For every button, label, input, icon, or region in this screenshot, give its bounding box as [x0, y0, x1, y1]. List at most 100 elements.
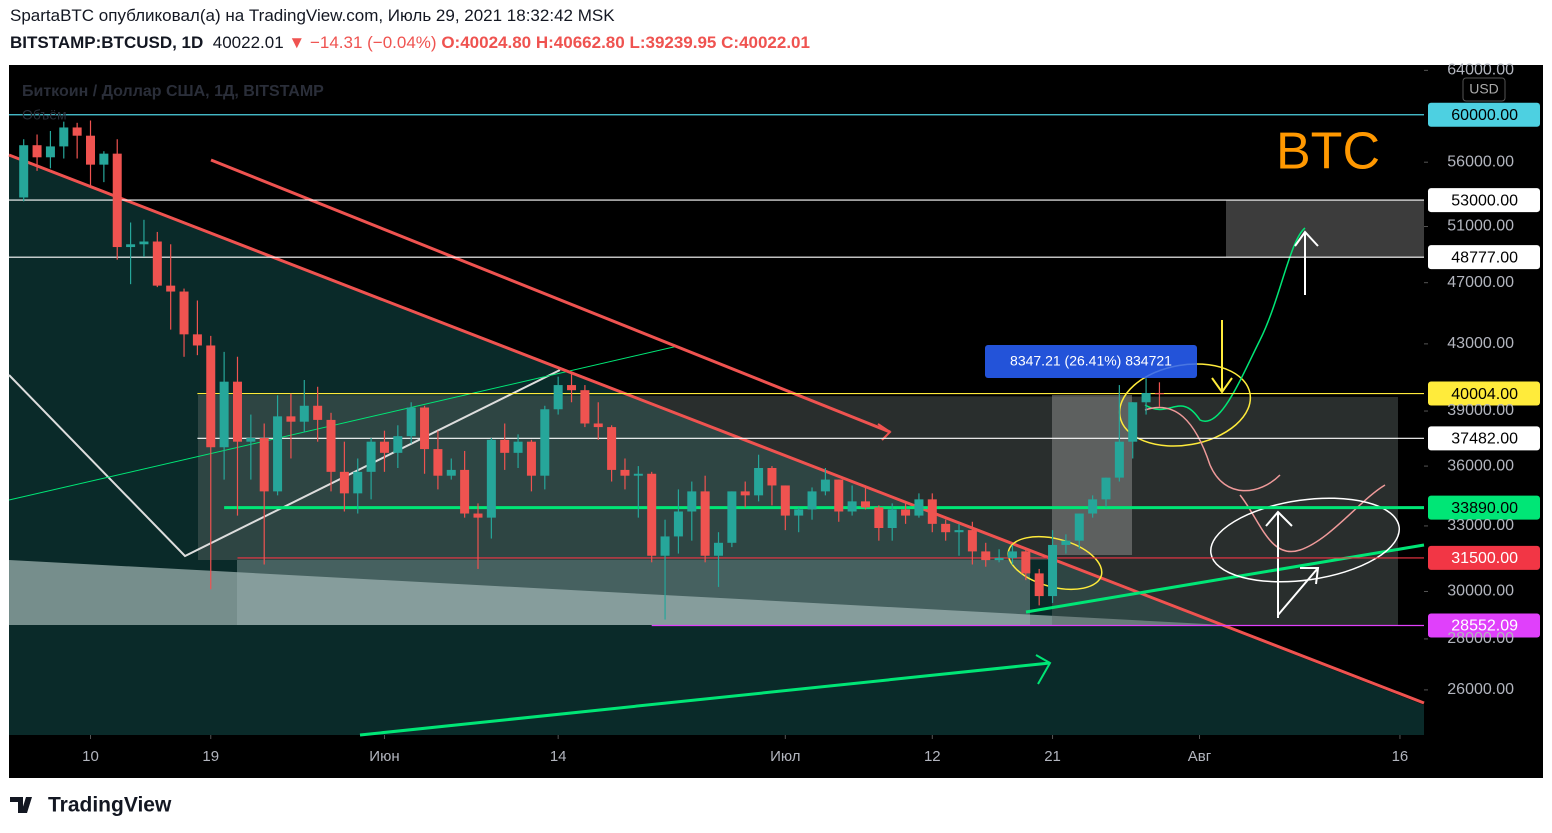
- trend-line: [8, 153, 1425, 705]
- candle-body: [152, 241, 162, 286]
- level-tag: [1428, 245, 1540, 270]
- candle-body: [86, 135, 96, 165]
- candle-body: [1154, 393, 1164, 395]
- y-tick-label: 56000.00: [1447, 153, 1514, 170]
- level-tag: [1428, 381, 1540, 406]
- candle-body: [1061, 540, 1071, 545]
- high: H:40662.80: [535, 33, 625, 52]
- candle-body: [914, 499, 924, 516]
- candle-body: [874, 507, 884, 529]
- candle-body: [379, 441, 389, 453]
- y-tick-label: 51000.00: [1447, 218, 1514, 235]
- x-tick-label: 10: [82, 748, 99, 765]
- candle-body: [553, 385, 563, 410]
- currency-box: [1462, 77, 1506, 102]
- target-box: [1226, 200, 1424, 257]
- candle-body: [954, 530, 964, 533]
- candle-body: [99, 153, 109, 165]
- level-label: 40004.00: [1451, 386, 1518, 403]
- candle-body: [126, 244, 136, 248]
- candle-body: [981, 551, 991, 561]
- level-label: 60000.00: [1451, 107, 1518, 124]
- candle-body: [967, 530, 977, 552]
- y-tick-label: 43000.00: [1447, 335, 1514, 352]
- level-tag: [1428, 495, 1540, 520]
- candle-body: [647, 473, 657, 556]
- level-label: 48777.00: [1451, 249, 1518, 266]
- x-tick-label: 21: [1044, 748, 1061, 765]
- candle-body: [313, 405, 323, 420]
- close: C:40022.01: [721, 33, 810, 52]
- arrow-head: [1035, 654, 1052, 685]
- candle-body: [540, 409, 550, 476]
- candle-body: [700, 491, 710, 556]
- measure-bg: [985, 345, 1197, 378]
- candle-body: [32, 145, 42, 158]
- candle-body: [513, 441, 523, 453]
- candle-body: [446, 469, 456, 476]
- level-tag: [1428, 426, 1540, 451]
- candle-body: [259, 438, 269, 492]
- candle-body: [687, 491, 697, 512]
- symbol: BITSTAMP:BTCUSD, 1D: [10, 33, 204, 52]
- forecast-path: [1144, 406, 1386, 553]
- change: ▼ −14.31 (−0.04%): [288, 33, 437, 52]
- candle-body: [299, 405, 309, 422]
- candle-body: [473, 513, 483, 518]
- candle-body: [232, 381, 242, 442]
- level-label: 37482.00: [1451, 431, 1518, 448]
- measure-label: 8347.21 (26.41%) 834721: [1010, 353, 1172, 369]
- quote-line: BITSTAMP:BTCUSD, 1D 40022.01 ▼ −14.31 (−…: [10, 33, 810, 53]
- candle-body: [807, 491, 817, 510]
- level-tag: [1428, 188, 1540, 213]
- candle-body: [860, 501, 870, 508]
- candle-body: [887, 509, 897, 529]
- candle-body: [179, 291, 189, 335]
- candle-body: [820, 479, 830, 492]
- candle-body: [366, 441, 376, 472]
- level-label: 33890.00: [1451, 500, 1518, 517]
- candle-body: [1088, 499, 1098, 514]
- candle-body: [246, 438, 256, 442]
- candle-body: [1007, 551, 1017, 558]
- candle-body: [1034, 573, 1044, 597]
- candle-body: [486, 439, 496, 518]
- candle-body: [714, 542, 724, 556]
- candle-body: [286, 416, 296, 422]
- candle-body: [1128, 402, 1138, 442]
- open: O:40024.80: [441, 33, 532, 52]
- x-tick-label: Июн: [369, 748, 399, 765]
- forecast-path: [1144, 227, 1306, 423]
- y-tick-label: 30000.00: [1447, 583, 1514, 600]
- x-tick-label: 12: [924, 748, 941, 765]
- candle-body: [794, 509, 804, 516]
- candle-body: [339, 471, 349, 494]
- watermark: Биткоин / Доллар США, 1Д, BITSTAMP: [22, 83, 324, 100]
- candle-body: [59, 127, 69, 147]
- arrow-head: [877, 423, 892, 441]
- candle-body: [273, 416, 283, 492]
- candle-body: [433, 449, 443, 476]
- candle-body: [166, 285, 176, 292]
- candle-body: [393, 436, 403, 453]
- x-tick-label: 19: [202, 748, 219, 765]
- y-tick-label: 26000.00: [1447, 681, 1514, 698]
- logo: [10, 797, 32, 813]
- candle-body: [673, 511, 683, 537]
- candle-body: [526, 441, 536, 476]
- candle-body: [607, 427, 617, 470]
- candle-body: [901, 509, 911, 516]
- pattern-line: [8, 369, 561, 558]
- level-label: 31500.00: [1451, 550, 1518, 567]
- candle-body: [767, 467, 777, 486]
- x-tick-label: Июл: [770, 748, 800, 765]
- volume-label: Объём: [22, 107, 67, 123]
- candle-body: [19, 145, 29, 198]
- trend-line: [210, 158, 891, 434]
- candle-body: [139, 241, 149, 245]
- candle-body: [219, 381, 229, 448]
- zone-fill: [9, 560, 1225, 625]
- candle-body: [500, 439, 510, 453]
